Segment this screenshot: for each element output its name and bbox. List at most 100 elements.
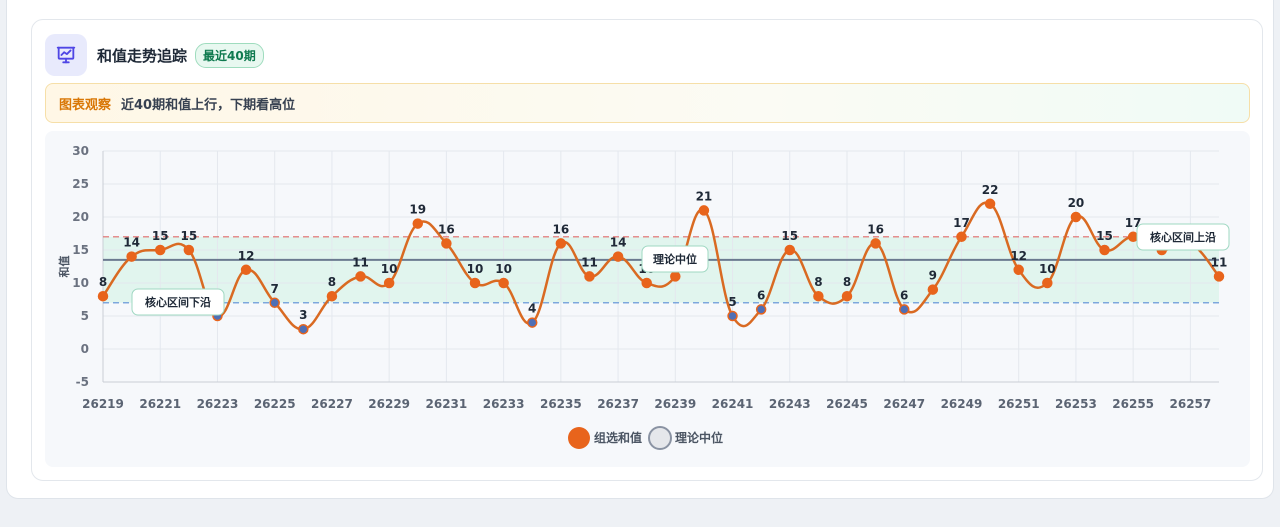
data-point (1070, 211, 1082, 223)
data-point (1099, 244, 1110, 256)
card-header: 和值走势追踪 最近40期 (45, 34, 264, 76)
data-point (326, 290, 338, 302)
data-label: 17 (1125, 216, 1142, 230)
data-point (984, 198, 996, 210)
x-tick-label: 26225 (254, 397, 296, 411)
data-point (956, 231, 967, 243)
data-point (755, 304, 767, 315)
data-label: 19 (409, 203, 426, 217)
y-tick-label: -5 (76, 375, 89, 389)
y-tick-label: 10 (72, 276, 89, 290)
data-point (813, 290, 824, 302)
data-label: 3 (299, 308, 307, 322)
y-tick-label: 20 (72, 210, 89, 224)
x-tick-label: 26253 (1055, 397, 1097, 411)
data-label: 6 (757, 288, 765, 302)
data-label: 10 (467, 262, 484, 276)
data-point (784, 244, 796, 256)
median-tag-box (641, 245, 709, 273)
data-label: 8 (99, 275, 107, 289)
legend-swatch-median (648, 426, 672, 450)
x-tick-label: 26237 (597, 397, 639, 411)
data-label: 8 (328, 275, 336, 289)
data-point (183, 244, 195, 256)
data-point (526, 317, 538, 328)
x-tick-label: 26245 (826, 397, 868, 411)
data-point (298, 323, 309, 335)
y-tick-label: 15 (72, 243, 89, 257)
observation-banner: 图表观察 近40期和值上行，下期看高位 (45, 83, 1250, 123)
card-title: 和值走势追踪 (97, 46, 188, 65)
data-point (670, 271, 681, 282)
data-label: 9 (929, 269, 937, 283)
data-label: 11 (1211, 255, 1228, 269)
data-point (126, 251, 137, 262)
median-tag: 理论中位 (653, 252, 697, 266)
data-label: 16 (438, 222, 455, 236)
x-tick-label: 26221 (139, 397, 181, 411)
data-label: 16 (867, 222, 884, 236)
y-tick-label: 30 (72, 144, 89, 158)
data-point (269, 297, 280, 309)
data-label: 10 (381, 262, 398, 276)
data-label: 8 (814, 275, 822, 289)
data-label: 6 (900, 288, 908, 302)
data-label: 15 (180, 229, 197, 243)
data-label: 15 (152, 229, 169, 243)
data-point (469, 277, 481, 289)
x-tick-label: 26231 (426, 397, 468, 411)
data-point (240, 264, 252, 276)
data-label: 5 (728, 295, 736, 309)
x-tick-label: 26235 (540, 397, 582, 411)
data-point (412, 218, 424, 229)
chart-presentation-icon (45, 34, 87, 76)
x-tick-label: 26219 (82, 397, 124, 411)
x-tick-label: 26251 (998, 397, 1040, 411)
data-label: 14 (123, 236, 140, 250)
data-label: 21 (696, 189, 713, 203)
data-label: 12 (1010, 249, 1027, 263)
x-tick-label: 26241 (712, 397, 754, 411)
sum-line-chart: -5 0 5 10 15 20 25 30 26219 26221 26223 26225 26227 2… (57, 144, 1230, 450)
data-point (584, 271, 595, 282)
y-tick-label: 25 (72, 177, 89, 191)
observation-text: 近40期和值上行，下期看高位 (121, 97, 296, 113)
x-tick-label: 26243 (769, 397, 811, 411)
data-point (898, 304, 910, 315)
x-tick-label: 26239 (654, 397, 696, 411)
data-label: 8 (843, 275, 851, 289)
data-point (441, 238, 452, 249)
data-point (841, 290, 853, 302)
data-point (927, 284, 939, 295)
observation-label: 图表观察 (59, 97, 112, 113)
data-point (1127, 231, 1139, 243)
data-point (698, 205, 710, 216)
data-point (555, 238, 567, 249)
x-tick-label: 26249 (941, 397, 983, 411)
page-frame: 和值走势追踪 最近40期 图表观察 近40期和值上行，下期看高位 -5 0 5 10 1… (6, 0, 1274, 499)
data-label: 11 (352, 255, 369, 269)
data-label: 17 (953, 216, 970, 230)
data-label: 14 (610, 236, 627, 250)
lower-bound-tag-box (131, 288, 225, 316)
lower-bound-tag: 核心区间下沿 (145, 295, 211, 309)
data-point (1013, 264, 1024, 276)
data-label: 20 (1068, 196, 1085, 210)
data-point (1042, 277, 1053, 289)
period-badge: 最近40期 (195, 42, 264, 68)
data-label: 15 (1096, 229, 1113, 243)
x-tick-label: 26227 (311, 397, 353, 411)
chart-area: -5 0 5 10 15 20 25 30 26219 26221 26223 26225 26227 2… (45, 131, 1250, 467)
data-label: 16 (552, 222, 569, 236)
data-point (641, 277, 652, 289)
data-point (355, 271, 366, 282)
upper-bound-tag-box (1136, 223, 1230, 251)
data-point (154, 244, 166, 256)
data-point (97, 290, 109, 302)
data-point (498, 277, 509, 289)
x-tick-label: 26255 (1112, 397, 1154, 411)
y-tick-label: 5 (81, 309, 89, 323)
data-label: 15 (781, 229, 798, 243)
legend-series-label: 组选和值 (594, 430, 642, 445)
data-point (1213, 271, 1225, 282)
